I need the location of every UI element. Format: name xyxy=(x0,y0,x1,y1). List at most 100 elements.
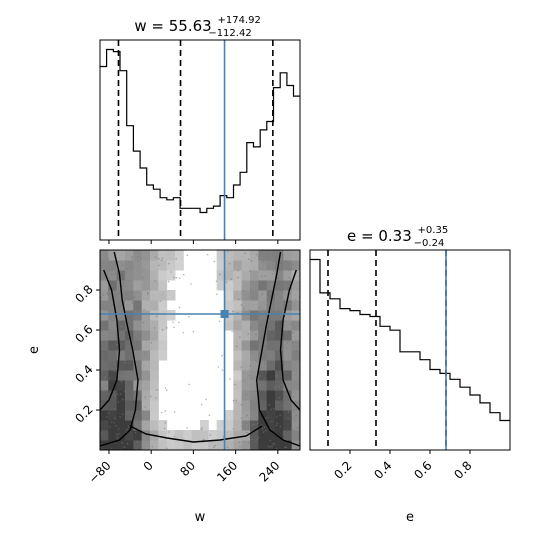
density-cell xyxy=(100,300,109,311)
density-cell xyxy=(241,280,251,291)
sample-point xyxy=(208,414,211,417)
sample-point xyxy=(282,398,285,400)
density-cell xyxy=(225,250,234,261)
sample-point xyxy=(277,307,280,310)
sample-point xyxy=(214,444,216,447)
w-x-tick-label: 0 xyxy=(141,458,156,473)
sample-point xyxy=(258,344,260,347)
sample-point xyxy=(237,269,240,272)
e-histogram-panel: 0.2 0.4 0.6 0.8 e = 0.33 +0.35 −0.24 e xyxy=(309,225,511,525)
density-cell xyxy=(125,380,134,391)
e-x-tick-label: 0.2 xyxy=(331,458,354,481)
sample-point xyxy=(249,365,251,367)
sample-point xyxy=(109,426,111,428)
density-cell xyxy=(133,400,143,411)
sample-point xyxy=(227,250,229,253)
sample-point xyxy=(274,386,276,389)
density-cell xyxy=(258,440,268,450)
sample-point xyxy=(124,285,126,288)
density-cell xyxy=(208,440,218,450)
density-cell xyxy=(125,350,134,361)
sample-point xyxy=(240,417,243,420)
density-cell xyxy=(241,420,251,431)
w-histogram-panel: w = 55.63 +174.92 −112.42 xyxy=(99,15,301,244)
sample-point xyxy=(173,326,175,329)
sample-point xyxy=(132,296,135,298)
sample-point xyxy=(260,424,263,426)
density-cell xyxy=(275,390,284,401)
density-cell xyxy=(258,430,268,441)
sample-point xyxy=(270,408,273,411)
sample-point xyxy=(160,259,163,262)
sample-point xyxy=(209,434,212,437)
sample-point xyxy=(271,420,273,423)
sample-point xyxy=(104,377,106,379)
density-cell xyxy=(241,350,251,361)
density-cell xyxy=(275,400,284,411)
sample-point xyxy=(245,431,248,434)
sample-point xyxy=(131,301,133,304)
density-cell xyxy=(133,430,143,441)
density-cell xyxy=(216,420,226,431)
sample-point xyxy=(173,435,176,438)
density-cell xyxy=(141,350,151,361)
sample-point xyxy=(265,416,268,419)
w-x-tick-label: −80 xyxy=(86,458,114,486)
w-x-tick-label: 80 xyxy=(177,458,198,479)
density-cell xyxy=(125,260,134,271)
sample-point xyxy=(114,289,117,292)
sample-point xyxy=(190,283,192,285)
density-cell xyxy=(225,320,234,331)
density-cell xyxy=(125,420,134,431)
sample-point xyxy=(242,380,245,382)
sample-point xyxy=(239,445,241,448)
sample-point xyxy=(257,255,260,257)
density-cell xyxy=(233,420,243,431)
density-cell xyxy=(133,310,143,321)
density-cell xyxy=(266,390,276,401)
sample-point xyxy=(279,290,282,293)
density-cell xyxy=(275,350,284,361)
sample-point xyxy=(260,324,262,326)
density-cell xyxy=(158,310,168,321)
density-cell xyxy=(283,410,293,421)
sample-point xyxy=(285,346,288,349)
density-cell xyxy=(125,300,134,311)
sample-point xyxy=(281,280,284,282)
sample-point xyxy=(280,383,283,386)
sample-point xyxy=(239,336,241,339)
density-cell xyxy=(283,440,293,450)
density-cell xyxy=(116,310,126,321)
sample-point xyxy=(116,392,119,395)
sample-point xyxy=(186,254,189,257)
density-cell xyxy=(225,430,234,441)
density-cell xyxy=(191,440,201,450)
sample-point xyxy=(155,397,157,399)
sample-point xyxy=(261,293,264,296)
density-cell xyxy=(250,440,259,450)
sample-point xyxy=(298,323,300,325)
e-histogram-frame xyxy=(309,249,511,451)
density-cell xyxy=(141,410,151,421)
density-cell xyxy=(291,260,300,271)
density-cell xyxy=(233,380,243,391)
density-cell xyxy=(100,260,109,271)
sample-point xyxy=(130,315,132,318)
sample-point xyxy=(254,397,257,400)
sample-point xyxy=(286,293,289,295)
density-cell xyxy=(125,340,134,351)
sample-point xyxy=(205,398,207,401)
sample-point xyxy=(272,270,275,272)
sample-point xyxy=(263,378,265,380)
density-cell xyxy=(250,340,259,351)
density-cell xyxy=(166,440,176,450)
sample-point xyxy=(200,403,203,406)
sample-point xyxy=(102,294,105,296)
sample-point xyxy=(172,321,174,324)
density-cell xyxy=(275,360,284,371)
sample-point xyxy=(247,442,250,444)
density-cell xyxy=(158,270,168,281)
density-cell xyxy=(216,250,226,261)
sample-point xyxy=(218,320,221,323)
